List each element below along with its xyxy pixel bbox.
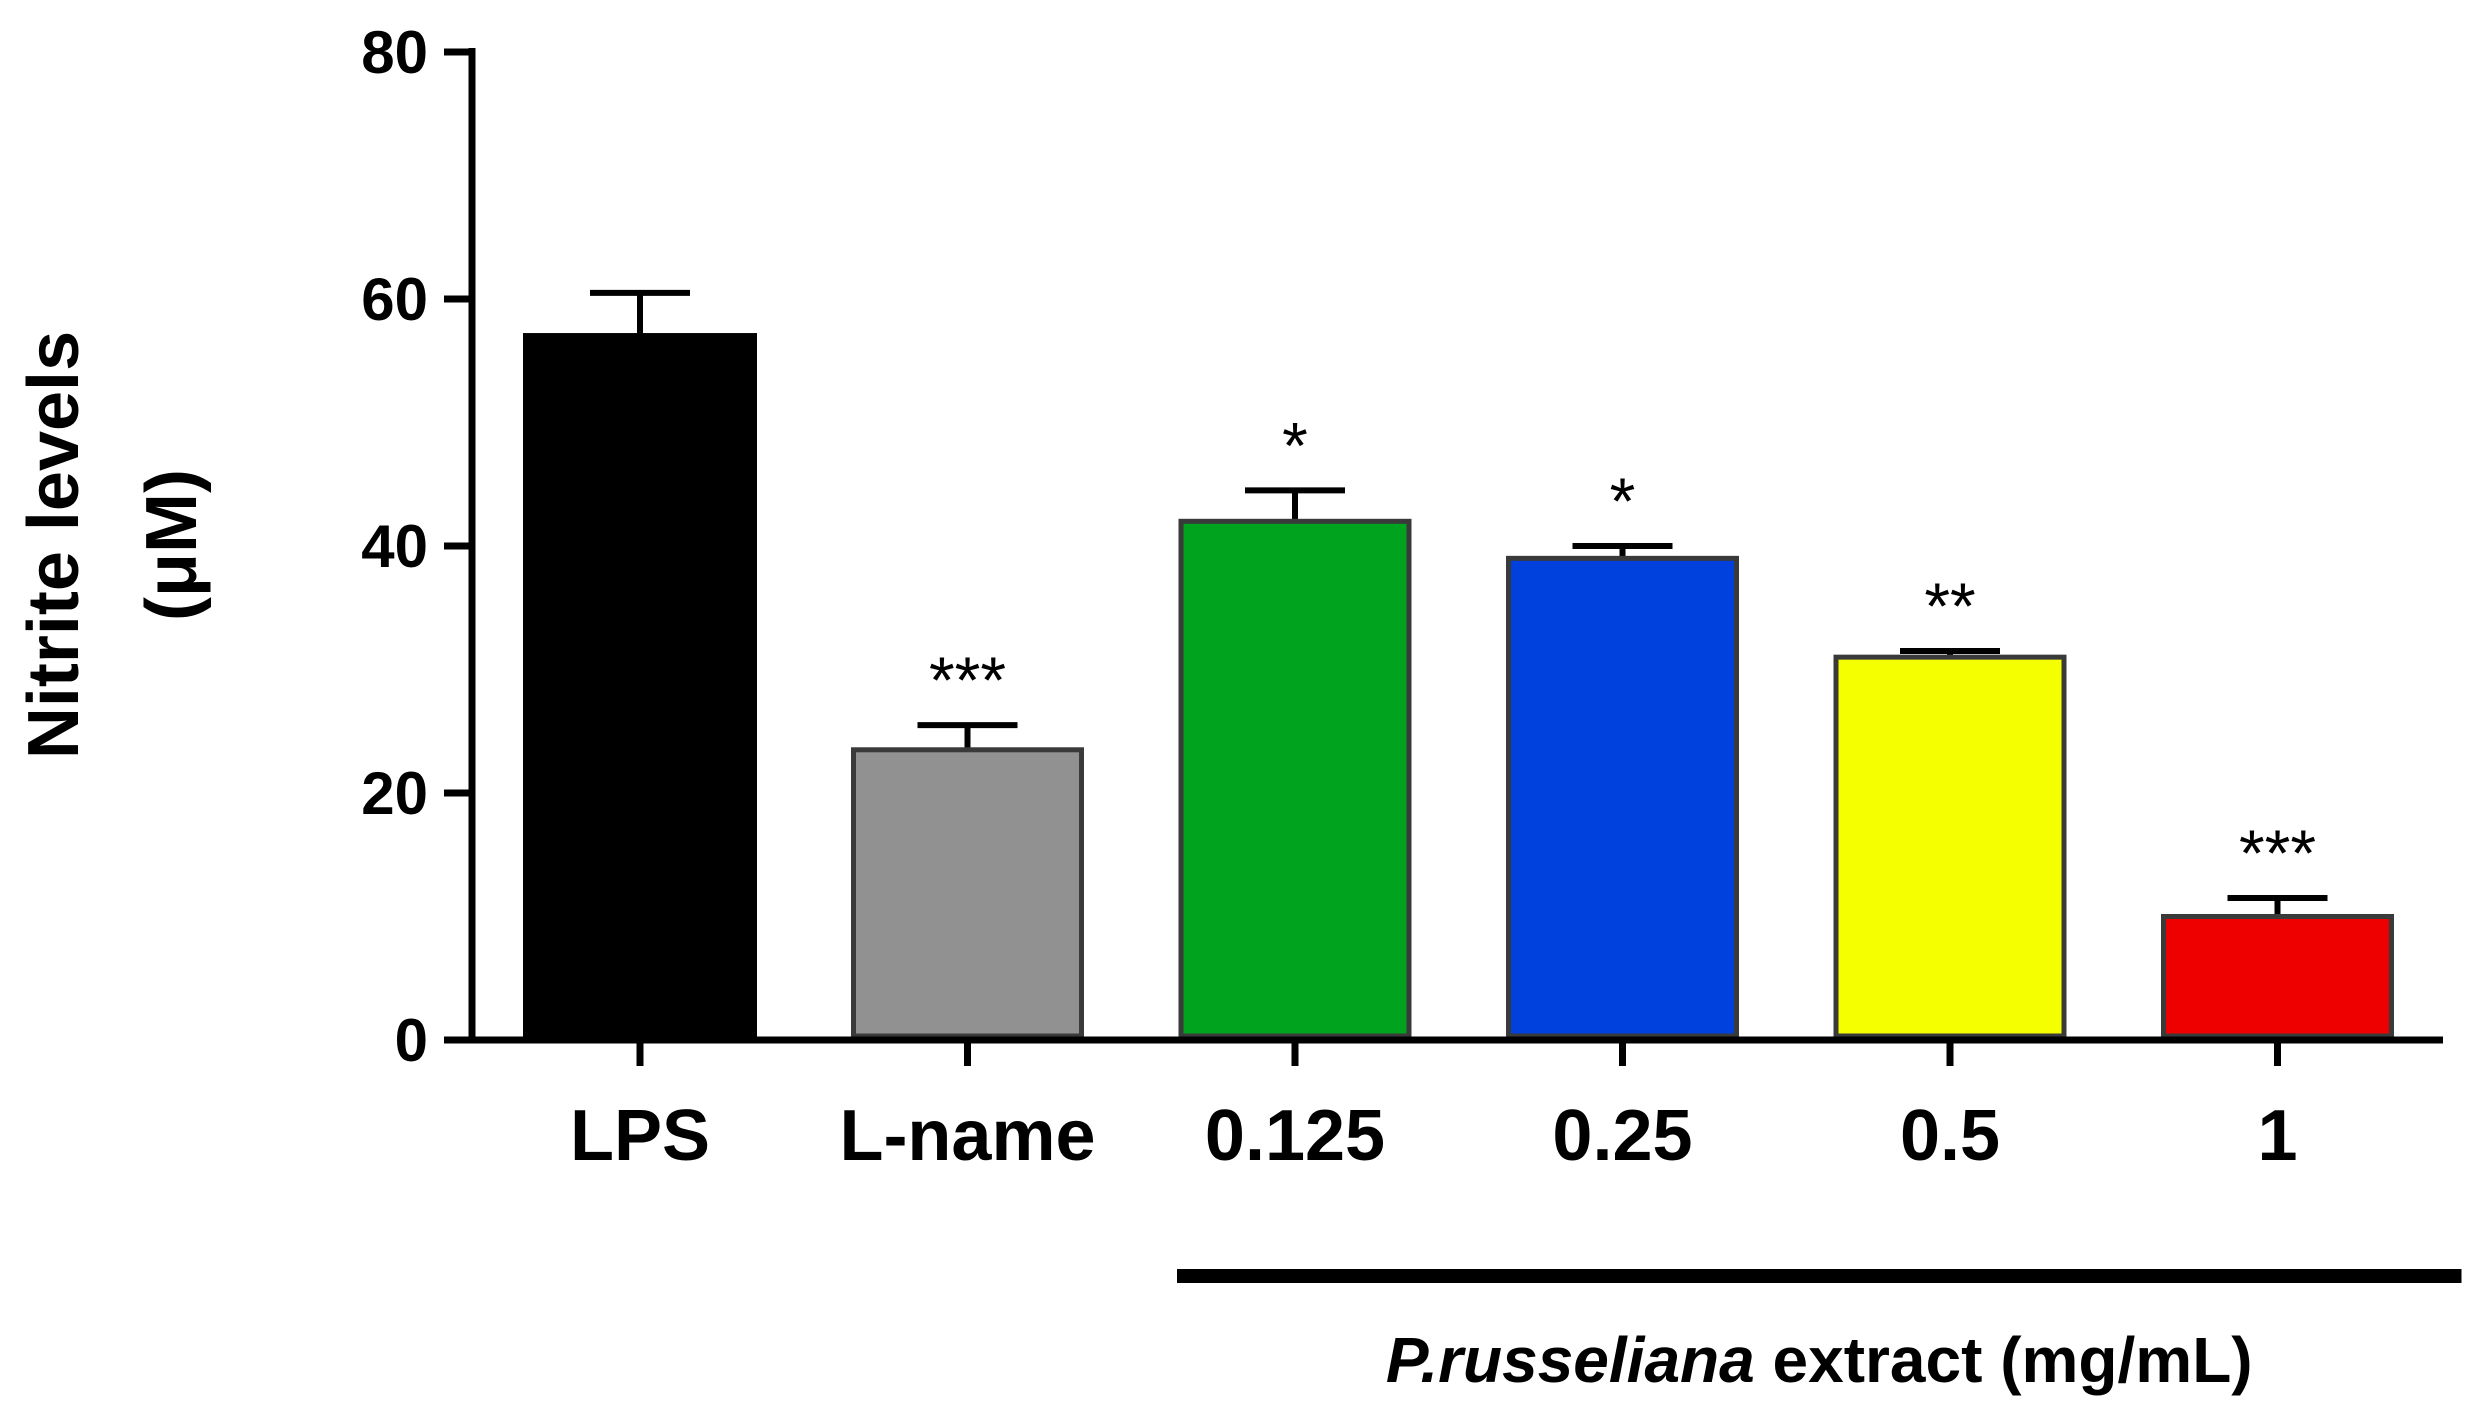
group-label-rest: extract (mg/mL)	[1755, 1324, 2253, 1396]
bar-1	[2161, 914, 2394, 1039]
y-tick-label: 40	[361, 513, 428, 580]
x-tick-label: 0.25	[1552, 1096, 1692, 1176]
bar-0.5	[1833, 654, 2067, 1039]
x-tick-label: LPS	[570, 1096, 710, 1176]
x-tick-label: 0.5	[1900, 1096, 2000, 1176]
y-axis-title: Nitrite levels (μM)	[14, 331, 212, 759]
y-tick-label: 0	[395, 1007, 428, 1074]
significance-marker: *	[1610, 464, 1636, 538]
significance-marker: *	[1282, 408, 1308, 482]
y-tick-label: 20	[361, 760, 428, 827]
species-name: P.russeliana	[1386, 1324, 1755, 1396]
x-tick-label: 0.125	[1205, 1096, 1385, 1176]
y-tick-label: 80	[361, 19, 428, 86]
significance-marker: ***	[929, 643, 1006, 717]
x-axis: LPS L-name 0.125 0.25 0.5 1	[469, 1036, 2443, 1176]
extract-group-annotation: P.russeliana extract (mg/mL)	[1177, 1269, 2462, 1396]
bar-0.125	[1178, 518, 1412, 1039]
x-tick-label: 1	[2257, 1096, 2297, 1176]
bar-LPS	[523, 333, 757, 1039]
y-axis-unit: (μM)	[132, 469, 212, 621]
bar-L-name	[851, 747, 1084, 1039]
y-axis: 0 20 40 60 80	[361, 19, 476, 1074]
bars: **********	[523, 289, 2394, 1039]
y-axis-label: Nitrite levels	[14, 331, 94, 759]
group-label: P.russeliana extract (mg/mL)	[1386, 1324, 2253, 1396]
bar-0.25	[1506, 555, 1739, 1039]
y-tick-label: 60	[361, 266, 428, 333]
significance-marker: ***	[2239, 816, 2316, 890]
significance-marker: **	[1924, 569, 1975, 643]
x-tick-label: L-name	[839, 1096, 1095, 1176]
